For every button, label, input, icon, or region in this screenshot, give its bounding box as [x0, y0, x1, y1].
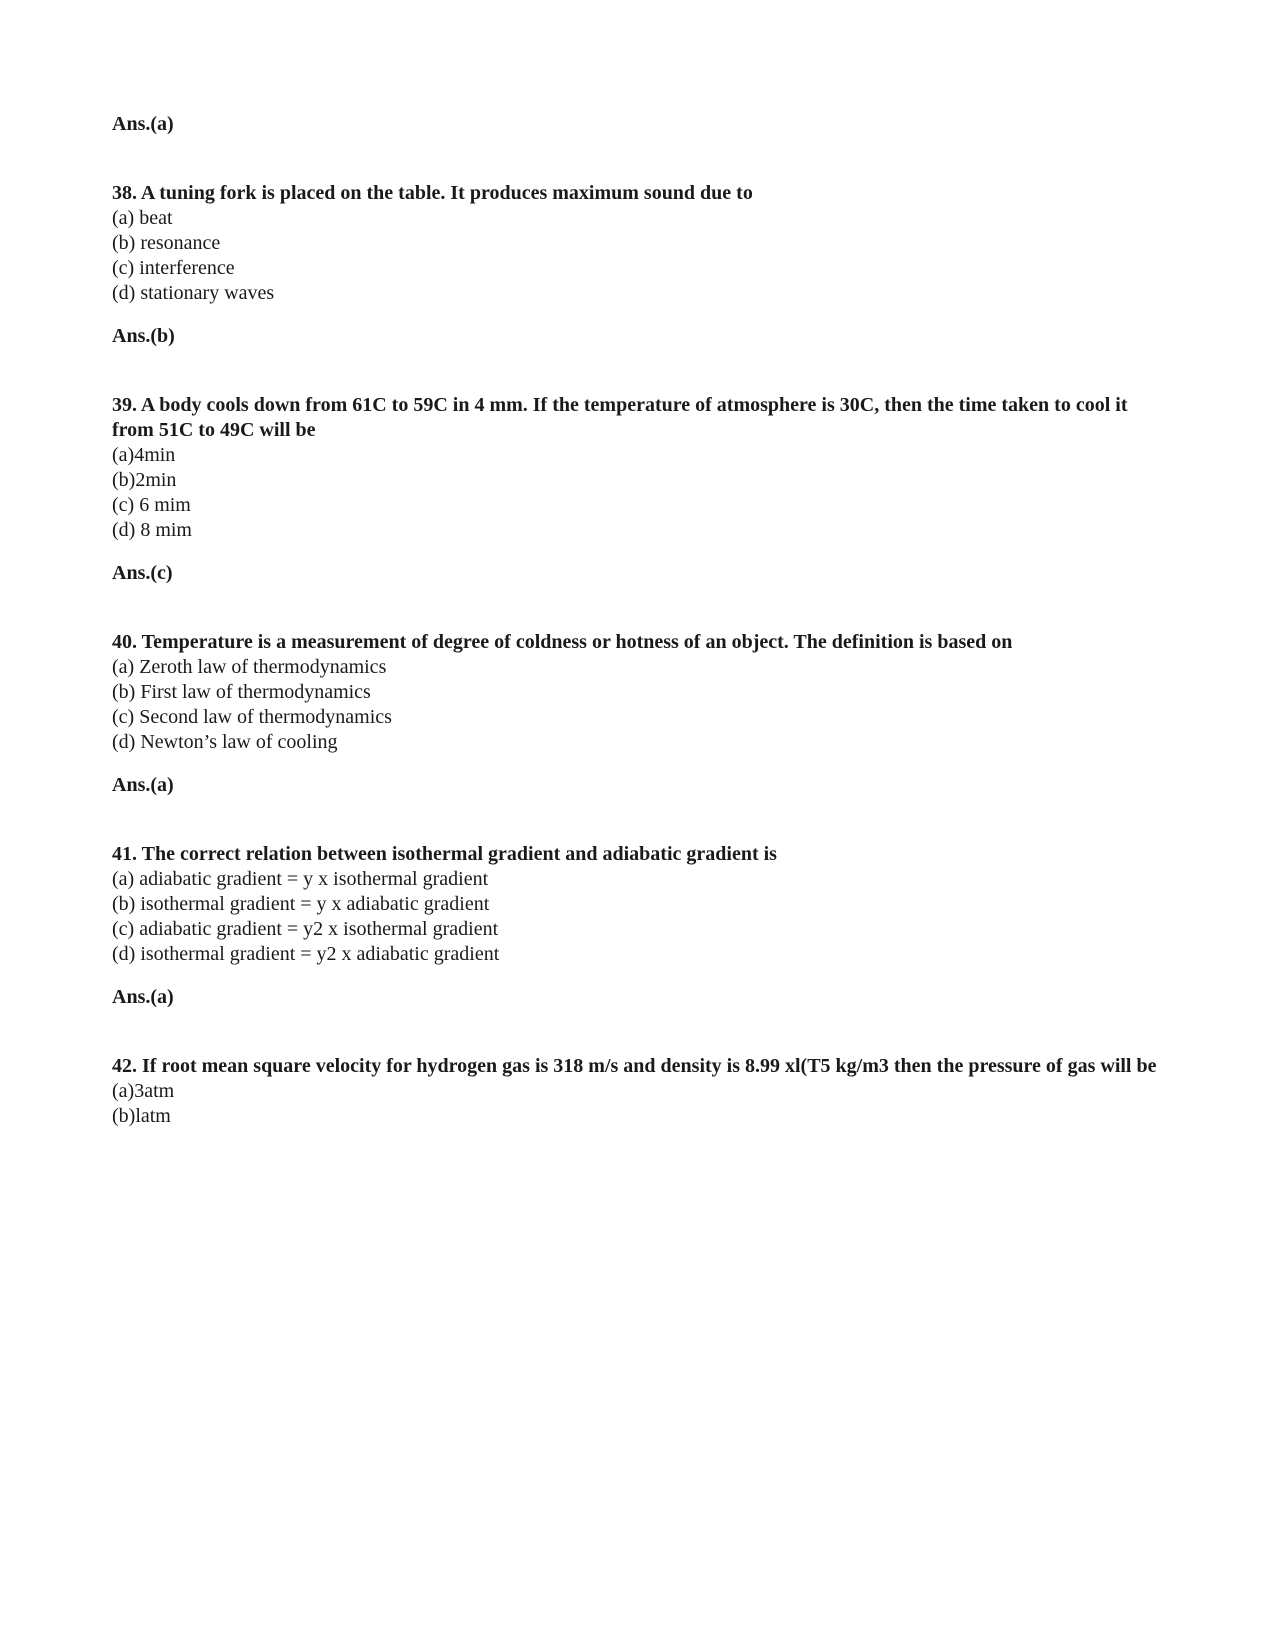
- option-a: (a) Zeroth law of thermodynamics: [112, 655, 1163, 680]
- option-c: (c) interference: [112, 256, 1163, 281]
- option-d: (d) 8 mim: [112, 518, 1163, 543]
- option-b: (b) resonance: [112, 231, 1163, 256]
- question-text: 40. Temperature is a measurement of degr…: [112, 630, 1163, 655]
- option-a: (a)3atm: [112, 1079, 1163, 1104]
- question-41: 41. The correct relation between isother…: [112, 842, 1163, 967]
- answer-38: Ans.(b): [112, 324, 1163, 349]
- option-c: (c) Second law of thermodynamics: [112, 705, 1163, 730]
- option-c: (c) 6 mim: [112, 493, 1163, 518]
- option-a: (a) beat: [112, 206, 1163, 231]
- answer-39: Ans.(c): [112, 561, 1163, 586]
- option-a: (a) adiabatic gradient = y x isothermal …: [112, 867, 1163, 892]
- question-38: 38. A tuning fork is placed on the table…: [112, 181, 1163, 306]
- option-d: (d) stationary waves: [112, 281, 1163, 306]
- question-text: 38. A tuning fork is placed on the table…: [112, 181, 1163, 206]
- question-39: 39. A body cools down from 61C to 59C in…: [112, 393, 1163, 543]
- option-b: (b) isothermal gradient = y x adiabatic …: [112, 892, 1163, 917]
- option-d: (d) Newton’s law of cooling: [112, 730, 1163, 755]
- option-d: (d) isothermal gradient = y2 x adiabatic…: [112, 942, 1163, 967]
- option-a: (a)4min: [112, 443, 1163, 468]
- option-c: (c) adiabatic gradient = y2 x isothermal…: [112, 917, 1163, 942]
- option-b: (b)2min: [112, 468, 1163, 493]
- answer-prev: Ans.(a): [112, 112, 1163, 137]
- answer-40: Ans.(a): [112, 773, 1163, 798]
- document-page: Ans.(a) 38. A tuning fork is placed on t…: [0, 0, 1275, 1651]
- question-text: 41. The correct relation between isother…: [112, 842, 1163, 867]
- question-text: 39. A body cools down from 61C to 59C in…: [112, 393, 1163, 443]
- answer-41: Ans.(a): [112, 985, 1163, 1010]
- option-b: (b)latm: [112, 1104, 1163, 1129]
- question-40: 40. Temperature is a measurement of degr…: [112, 630, 1163, 755]
- question-text: 42. If root mean square velocity for hyd…: [112, 1054, 1163, 1079]
- question-42: 42. If root mean square velocity for hyd…: [112, 1054, 1163, 1129]
- option-b: (b) First law of thermodynamics: [112, 680, 1163, 705]
